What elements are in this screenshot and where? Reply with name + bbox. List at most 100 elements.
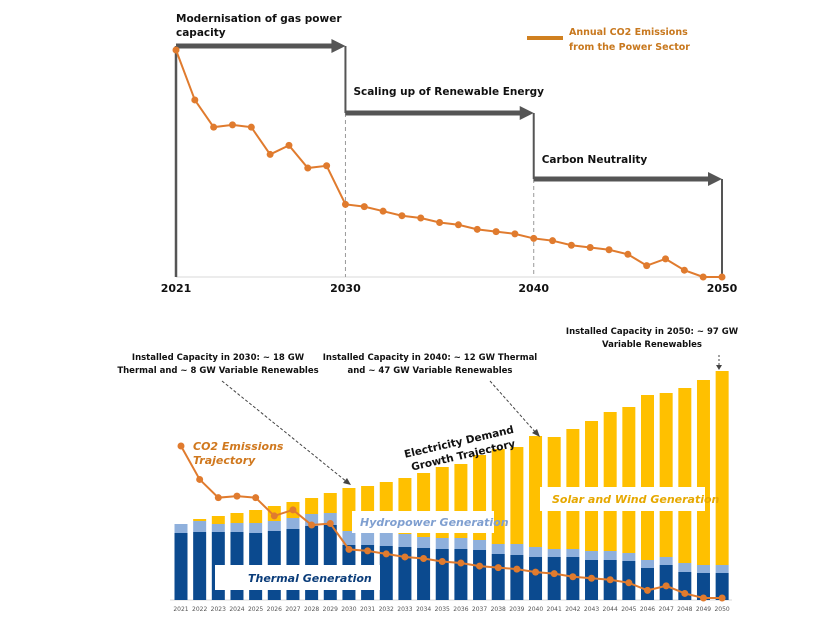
- emissions-point-2036: [454, 221, 462, 229]
- emissions-point-2047: [662, 255, 670, 263]
- annotation-2050-line2: Variable Renewables: [602, 340, 702, 350]
- emissions-point-2045: [624, 250, 632, 258]
- hydro-bar-2033: [398, 534, 412, 547]
- hydro-bar-2037: [473, 540, 487, 550]
- annotation-2040-line1: Installed Capacity in 2040: ~ 12 GW Ther…: [323, 353, 538, 363]
- emissions-point-2024: [228, 121, 236, 129]
- hydro-bar-2042: [566, 549, 580, 557]
- annotation-2040-arrow: [489, 380, 538, 435]
- thermal-bar-2021: [174, 533, 188, 600]
- hydro-bar-2036: [454, 538, 468, 549]
- legend-label-line2: from the Power Sector: [569, 42, 690, 53]
- co2-trajectory-point-2032: [382, 550, 390, 558]
- solar-bar-2045: [622, 407, 636, 553]
- emissions-point-2033: [398, 212, 406, 220]
- hydro-bar-2029: [323, 513, 337, 525]
- hydro-bar-2023: [211, 524, 225, 532]
- co2-trajectory-point-2021: [177, 442, 185, 450]
- hydro-bar-2024: [230, 523, 244, 532]
- emissions-point-2044: [605, 246, 613, 254]
- bottom-x-tick-2030: 2030: [341, 606, 356, 613]
- hydro-bar-2041: [547, 549, 561, 557]
- thermal-bar-2046: [641, 568, 654, 600]
- thermal-bar-2038: [491, 554, 505, 600]
- emissions-point-2049: [699, 273, 707, 281]
- solar-bar-2040: [529, 436, 543, 547]
- hydro-bar-2039: [510, 544, 524, 555]
- bottom-x-tick-2041: 2041: [547, 606, 562, 613]
- bottom-x-tick-2034: 2034: [416, 606, 431, 613]
- phase-arrowhead-1: [331, 39, 346, 53]
- co2-trajectory-point-2041: [550, 570, 558, 578]
- solar-bar-2049: [696, 380, 710, 565]
- bottom-x-tick-2026: 2026: [267, 606, 282, 613]
- solar-bar-2043: [585, 421, 599, 551]
- bottom-x-tick-2037: 2037: [472, 606, 487, 613]
- emissions-point-2032: [379, 207, 387, 215]
- hydro-bar-2035: [435, 538, 449, 549]
- thermal-bar-2040: [529, 557, 543, 600]
- solar-bar-2028: [305, 498, 319, 514]
- bottom-x-tick-2046: 2046: [640, 606, 655, 613]
- emissions-point-2026: [266, 150, 274, 158]
- bottom-x-tick-2048: 2048: [677, 606, 692, 613]
- bottom-x-tick-2049: 2049: [696, 606, 711, 613]
- bottom-x-tick-2032: 2032: [379, 606, 394, 613]
- co2-trajectory-point-2022: [196, 475, 204, 483]
- emissions-point-2038: [492, 228, 500, 236]
- emissions-point-2028: [304, 164, 312, 172]
- bottom-x-tick-2031: 2031: [360, 606, 375, 613]
- emissions-point-2042: [567, 241, 575, 249]
- hydro-bar-2043: [585, 551, 599, 560]
- hydro-bar-2046: [641, 560, 654, 568]
- co2-trajectory-point-2046: [644, 586, 651, 594]
- hydro-bar-2025: [249, 523, 263, 533]
- hydro-bar-2026: [267, 521, 281, 531]
- co2-trajectory-point-2024: [233, 492, 241, 500]
- emissions-point-2037: [473, 225, 481, 233]
- solar-bar-2039: [510, 447, 524, 544]
- emissions-point-2029: [323, 162, 331, 170]
- emissions-phase-chart: Modernisation of gas power capacity Scalin…: [161, 13, 738, 295]
- annotation-2040-line2: and ~ 47 GW Variable Renewables: [348, 366, 513, 376]
- thermal-bar-2022: [193, 532, 207, 600]
- emissions-point-2023: [210, 123, 218, 131]
- phase-arrowhead-3: [708, 172, 722, 186]
- top-x-tick-2040: 2040: [518, 282, 549, 295]
- bottom-x-tick-2029: 2029: [323, 606, 338, 613]
- co2-trajectory-point-2035: [438, 558, 446, 566]
- co2-trajectory-point-2025: [252, 494, 260, 502]
- solar-bar-2047: [659, 393, 673, 557]
- co2-trajectory-point-2026: [270, 512, 278, 520]
- solar-bar-2050: [715, 371, 729, 565]
- hydro-bar-2030: [342, 531, 356, 545]
- hydro-bar-2031: [361, 532, 375, 545]
- co2-trajectory-point-2044: [606, 576, 614, 584]
- solar-label-box: [540, 487, 705, 511]
- co2-trajectory-point-2034: [420, 554, 428, 562]
- bottom-x-tick-2024: 2024: [229, 606, 244, 613]
- thermal-bar-2037: [473, 550, 487, 600]
- thermal-bar-2039: [510, 555, 524, 600]
- co2-trajectory-point-2031: [364, 547, 372, 555]
- co2-trajectory-point-2023: [214, 494, 222, 502]
- bottom-x-tick-2025: 2025: [248, 606, 263, 613]
- thermal-bar-2050: [715, 573, 729, 600]
- co2-trajectory-point-2043: [588, 574, 596, 582]
- top-x-tick-2021: 2021: [161, 282, 192, 295]
- phase-label-1-line2: capacity: [176, 27, 226, 39]
- hydro-bar-2040: [529, 547, 543, 557]
- solar-bar-2048: [678, 388, 692, 563]
- annotation-2030-arrow: [221, 380, 348, 483]
- emissions-point-2034: [417, 214, 425, 222]
- annotation-2050-line1: Installed Capacity in 2050: ~ 97 GW: [566, 327, 739, 337]
- top-x-tick-2050: 2050: [707, 282, 738, 295]
- thermal-bar-2035: [435, 549, 449, 600]
- annotation-2040-arrowhead: [532, 429, 540, 437]
- solar-bar-2046: [641, 395, 654, 560]
- hydro-bar-2032: [379, 533, 393, 546]
- emissions-point-2030: [341, 200, 349, 208]
- hydro-bar-2027: [286, 518, 300, 529]
- hydro-bar-2047: [659, 557, 673, 565]
